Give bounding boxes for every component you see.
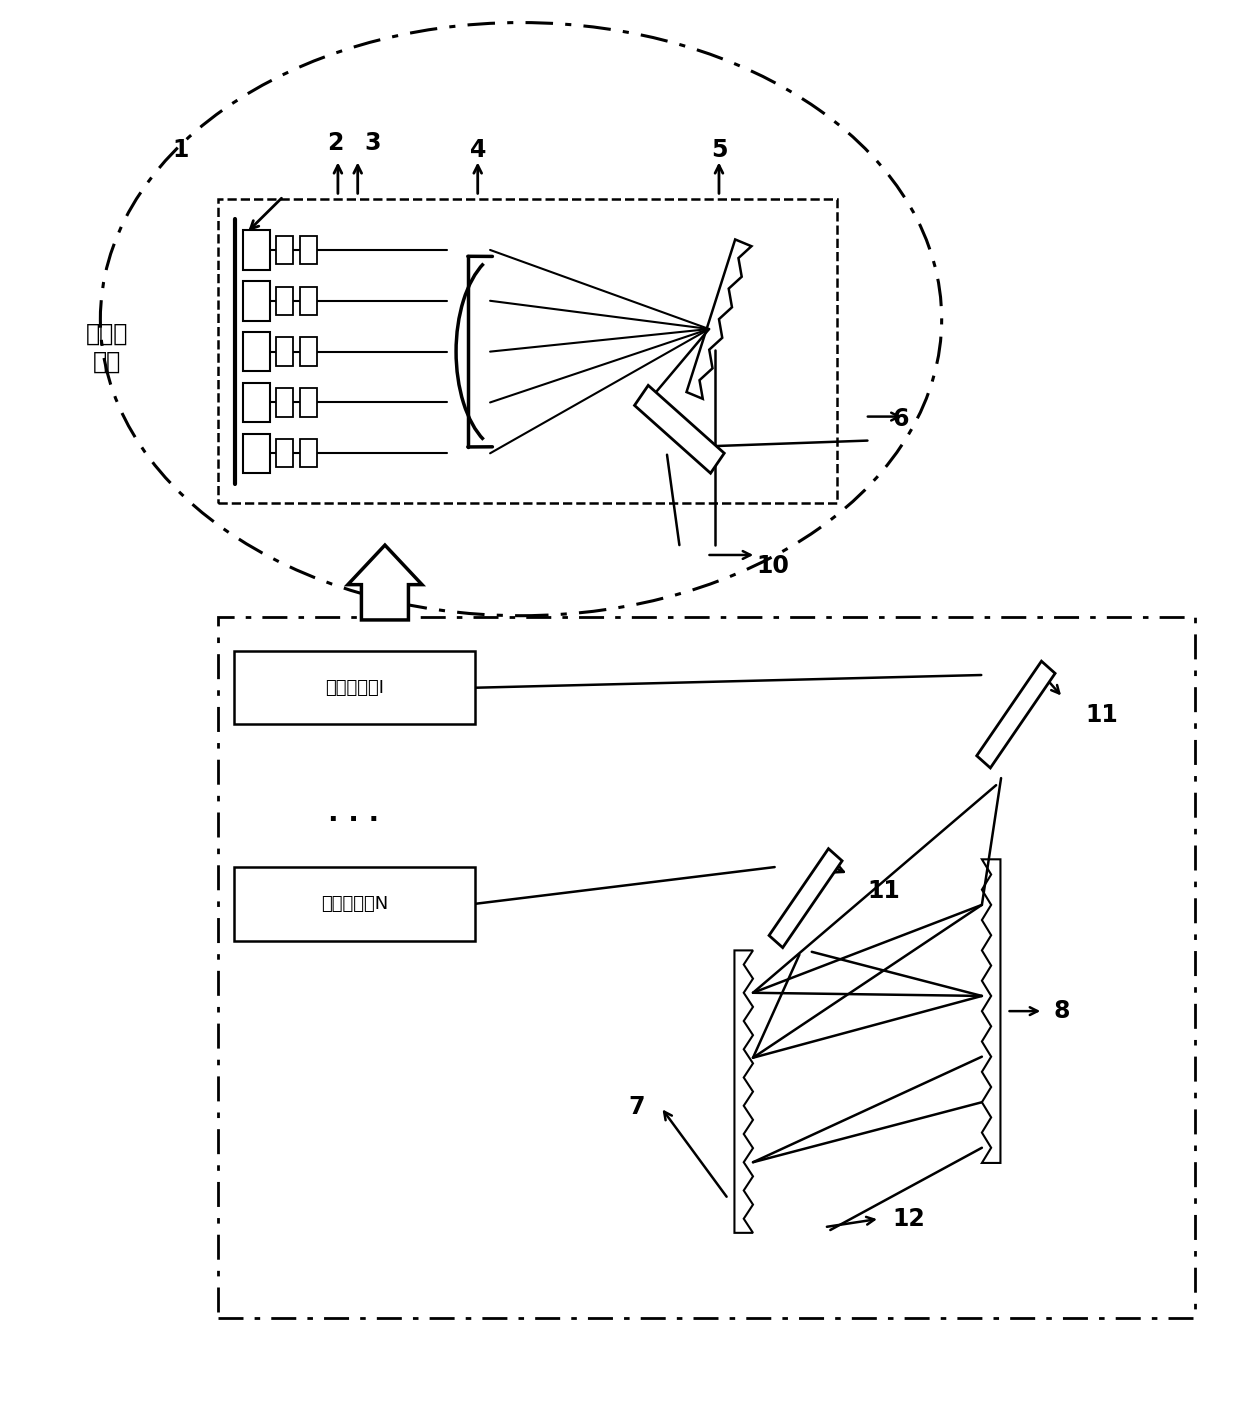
Text: 2: 2 bbox=[327, 130, 343, 154]
Bar bbox=[300, 439, 317, 467]
Text: 5: 5 bbox=[711, 137, 727, 161]
Bar bbox=[277, 236, 294, 265]
Bar bbox=[300, 338, 317, 365]
Bar bbox=[277, 287, 294, 316]
Bar bbox=[243, 382, 270, 422]
Bar bbox=[218, 200, 837, 502]
Bar bbox=[234, 867, 475, 941]
Text: 8: 8 bbox=[1053, 999, 1070, 1023]
Polygon shape bbox=[347, 545, 422, 620]
Bar bbox=[243, 231, 270, 270]
Text: 6: 6 bbox=[893, 408, 909, 432]
Bar bbox=[300, 236, 317, 265]
Text: 4: 4 bbox=[470, 137, 486, 161]
Bar bbox=[300, 388, 317, 416]
Text: 11: 11 bbox=[868, 879, 900, 903]
Bar bbox=[300, 287, 317, 316]
Text: 7: 7 bbox=[629, 1095, 645, 1119]
Text: · · ·: · · · bbox=[329, 807, 379, 835]
Text: 合束子系统N: 合束子系统N bbox=[321, 894, 388, 913]
Bar bbox=[243, 333, 270, 371]
Bar bbox=[243, 282, 270, 321]
Text: 10: 10 bbox=[756, 555, 789, 579]
Text: 合束子系统I: 合束子系统I bbox=[325, 679, 384, 696]
Bar bbox=[277, 388, 294, 416]
Text: 合束子
系统: 合束子 系统 bbox=[86, 321, 128, 374]
Bar bbox=[218, 617, 1195, 1317]
Polygon shape bbox=[977, 661, 1055, 768]
Polygon shape bbox=[769, 849, 842, 948]
Bar bbox=[277, 439, 294, 467]
Text: 3: 3 bbox=[365, 130, 381, 154]
Text: 11: 11 bbox=[1085, 703, 1118, 726]
Bar bbox=[277, 338, 294, 365]
Bar bbox=[243, 433, 270, 473]
Polygon shape bbox=[635, 385, 724, 473]
Text: 1: 1 bbox=[172, 137, 188, 161]
Bar bbox=[234, 651, 475, 724]
Text: 12: 12 bbox=[893, 1207, 925, 1231]
